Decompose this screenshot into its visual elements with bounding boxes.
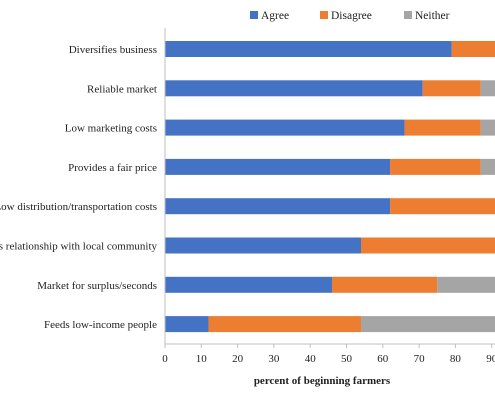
x-tick-label: 50 bbox=[341, 353, 353, 365]
bar-agree-market-for-surplus-seconds bbox=[165, 276, 332, 293]
bar-disagree-diversifies-business bbox=[451, 41, 495, 57]
legend-label-disagree: Disagree bbox=[331, 10, 372, 22]
x-tick-label: 0 bbox=[162, 353, 168, 365]
bar-neither-provides-a-fair-price bbox=[480, 158, 495, 175]
x-tick-label: 90 bbox=[486, 353, 495, 365]
category-label: Reliable market bbox=[87, 83, 157, 95]
bar-neither-reliable-market bbox=[480, 80, 495, 97]
bar-agree-provides-a-fair-price bbox=[165, 158, 391, 175]
bar-neither-market-for-surplus-seconds bbox=[437, 276, 495, 293]
x-axis: 0102030405060708090100 bbox=[162, 28, 495, 365]
bar-disagree-market-for-surplus-seconds bbox=[331, 276, 438, 293]
bar-neither-low-marketing-costs bbox=[480, 119, 495, 136]
legend-label-neither: Neither bbox=[415, 10, 450, 22]
category-label: Market for surplus/seconds bbox=[37, 280, 157, 292]
bar-disagree-feeds-low-income-people bbox=[208, 316, 362, 333]
bar-disagree-builds-relationship-with-local-community bbox=[361, 237, 495, 254]
category-label: Builds relationship with local community bbox=[0, 241, 158, 253]
bar-disagree-reliable-market bbox=[422, 80, 481, 97]
x-tick-label: 60 bbox=[377, 353, 389, 365]
category-label: Feeds low-income people bbox=[44, 319, 157, 331]
category-label: Diversifies business bbox=[69, 44, 157, 56]
category-label: Low marketing costs bbox=[65, 123, 157, 135]
category-labels: Diversifies business Reliable market Low m… bbox=[0, 44, 158, 331]
bars-group bbox=[165, 41, 495, 333]
bar-agree-low-marketing-costs bbox=[165, 119, 405, 136]
bar-agree-diversifies-business bbox=[165, 41, 452, 57]
x-tick-label: 40 bbox=[305, 353, 317, 365]
x-axis-title: percent of beginning farmers bbox=[254, 375, 391, 387]
category-label: Provides a fair price bbox=[68, 162, 157, 174]
bar-disagree-low-distribution-transportation-costs bbox=[390, 198, 495, 215]
bar-agree-builds-relationship-with-local-community bbox=[165, 237, 362, 254]
x-tick-label: 80 bbox=[450, 353, 462, 365]
x-tick-label: 30 bbox=[268, 353, 280, 365]
bar-disagree-provides-a-fair-price bbox=[390, 158, 481, 175]
x-tick-label: 10 bbox=[196, 353, 208, 365]
bar-neither-feeds-low-income-people bbox=[361, 316, 495, 333]
legend-swatch-disagree bbox=[320, 11, 328, 19]
legend-swatch-neither bbox=[404, 11, 412, 19]
bar-agree-reliable-market bbox=[165, 80, 423, 97]
x-tick-label: 20 bbox=[232, 353, 244, 365]
bar-agree-feeds-low-income-people bbox=[165, 316, 209, 333]
bar-agree-low-distribution-transportation-costs bbox=[165, 198, 391, 215]
legend-label-agree: Agree bbox=[261, 10, 289, 22]
category-label: Low distribution/transportation costs bbox=[0, 201, 157, 213]
x-tick-label: 70 bbox=[414, 353, 426, 365]
bar-disagree-low-marketing-costs bbox=[404, 119, 481, 136]
legend-swatch-agree bbox=[250, 11, 258, 19]
legend: Agree Disagree Neither bbox=[250, 10, 450, 22]
